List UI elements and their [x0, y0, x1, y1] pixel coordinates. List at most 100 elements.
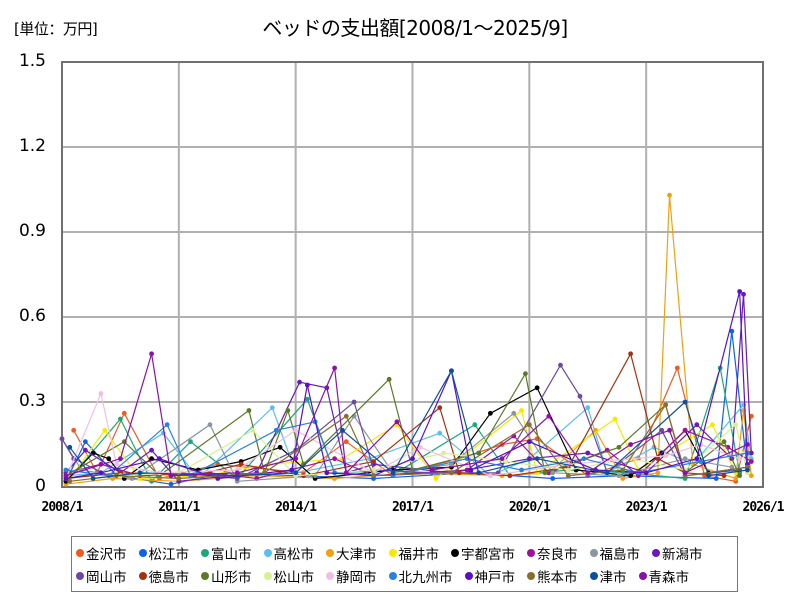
- data-point: [293, 470, 299, 476]
- legend-row: 岡山市 徳島市 山形市 松山市 静岡市 北九州市 神戸市 熊本市 津市 青森市: [76, 564, 733, 587]
- data-point: [386, 376, 392, 382]
- x-tick-label: 2014/1: [275, 500, 317, 515]
- legend-item: 神戸市: [464, 566, 515, 586]
- data-point: [612, 416, 618, 422]
- legend-swatch-icon: [527, 548, 535, 557]
- x-tick-label: 2023/1: [625, 500, 668, 515]
- y-tick-label: 0.9: [18, 221, 46, 241]
- data-point: [713, 476, 719, 481]
- data-point: [643, 470, 649, 476]
- data-point: [733, 476, 739, 481]
- data-point: [332, 476, 338, 481]
- legend-swatch-icon: [263, 571, 272, 580]
- data-point: [565, 467, 571, 473]
- data-point: [297, 379, 302, 385]
- data-point: [748, 473, 754, 479]
- data-point: [118, 416, 123, 422]
- data-point: [63, 473, 69, 479]
- data-point: [729, 464, 735, 470]
- data-point: [168, 481, 174, 487]
- legend-row: 金沢市 松江市 富山市 高松市 大津市 福井市 宇都宮市 奈良市 福島市 新潟市: [76, 541, 733, 564]
- data-point: [526, 422, 532, 428]
- data-point: [476, 470, 482, 476]
- data-point: [550, 470, 556, 476]
- series-line: [63, 351, 750, 479]
- data-point: [269, 405, 275, 411]
- series-line: [63, 391, 743, 481]
- y-tick-label: 0.6: [18, 306, 46, 326]
- data-point: [437, 430, 443, 436]
- data-point: [655, 470, 661, 476]
- legend-swatch-icon: [388, 571, 397, 580]
- data-point: [441, 450, 447, 456]
- data-point: [63, 467, 69, 473]
- y-tick-label: 0.3: [18, 391, 46, 411]
- legend-swatch-icon: [326, 548, 334, 557]
- legend-swatch-icon: [388, 548, 397, 557]
- legend-label: 福島市: [599, 546, 641, 563]
- data-point: [429, 467, 435, 473]
- data-point: [168, 473, 174, 479]
- data-point: [343, 470, 349, 476]
- data-point: [682, 470, 688, 476]
- data-point: [519, 467, 524, 473]
- legend-label: 北九州市: [398, 569, 453, 586]
- data-point: [110, 476, 116, 481]
- legend-item: 松江市: [138, 543, 189, 563]
- data-point: [238, 461, 244, 467]
- series-line: [63, 291, 754, 484]
- data-point: [487, 410, 493, 416]
- data-point: [655, 456, 661, 462]
- data-point: [468, 467, 474, 473]
- data-point: [149, 447, 154, 453]
- data-point: [667, 192, 672, 198]
- legend-label: 新潟市: [662, 546, 703, 563]
- data-point: [343, 439, 349, 445]
- data-point: [67, 444, 73, 450]
- data-point: [273, 427, 279, 433]
- legend-swatch-icon: [201, 548, 209, 557]
- legend-label: 山形市: [211, 569, 252, 586]
- data-point: [476, 450, 482, 456]
- data-point: [351, 399, 357, 405]
- x-tick-label: 2011/1: [158, 500, 200, 515]
- data-point: [585, 405, 591, 411]
- data-point: [277, 444, 283, 450]
- data-point: [371, 473, 376, 479]
- data-point: [472, 422, 478, 428]
- data-point: [332, 456, 338, 462]
- series-line: [63, 192, 754, 487]
- legend-item: 津市: [589, 566, 627, 586]
- data-point: [682, 427, 688, 433]
- x-tick-label: 2008/1: [41, 500, 84, 515]
- data-point: [616, 473, 622, 479]
- data-point: [741, 291, 746, 297]
- unit-label: [単位：万円]: [14, 20, 98, 38]
- data-point: [620, 467, 626, 473]
- legend-item: 岡山市: [76, 566, 127, 586]
- data-point: [534, 456, 540, 462]
- legend-item: 福井市: [388, 543, 439, 563]
- legend-swatch-icon: [138, 548, 147, 557]
- data-point: [558, 362, 563, 368]
- data-point: [106, 456, 112, 462]
- data-point: [585, 470, 591, 476]
- data-point: [487, 473, 493, 479]
- legend-item: 高松市: [263, 543, 314, 563]
- data-point: [721, 473, 727, 479]
- legend-swatch-icon: [527, 571, 535, 580]
- data-point: [663, 453, 669, 459]
- plot-frame: [61, 61, 764, 488]
- y-tick-label: 1.2: [18, 136, 46, 156]
- y-tick-label: 1.5: [18, 51, 46, 71]
- legend-item: 奈良市: [527, 543, 578, 563]
- data-point: [285, 408, 291, 413]
- data-point: [98, 470, 104, 476]
- data-point: [542, 470, 548, 476]
- legend-swatch-icon: [76, 571, 84, 580]
- legend-swatch-icon: [451, 548, 459, 557]
- data-point: [523, 371, 528, 377]
- data-point: [417, 444, 423, 450]
- data-point: [748, 450, 754, 456]
- legend-item: 松山市: [263, 566, 314, 586]
